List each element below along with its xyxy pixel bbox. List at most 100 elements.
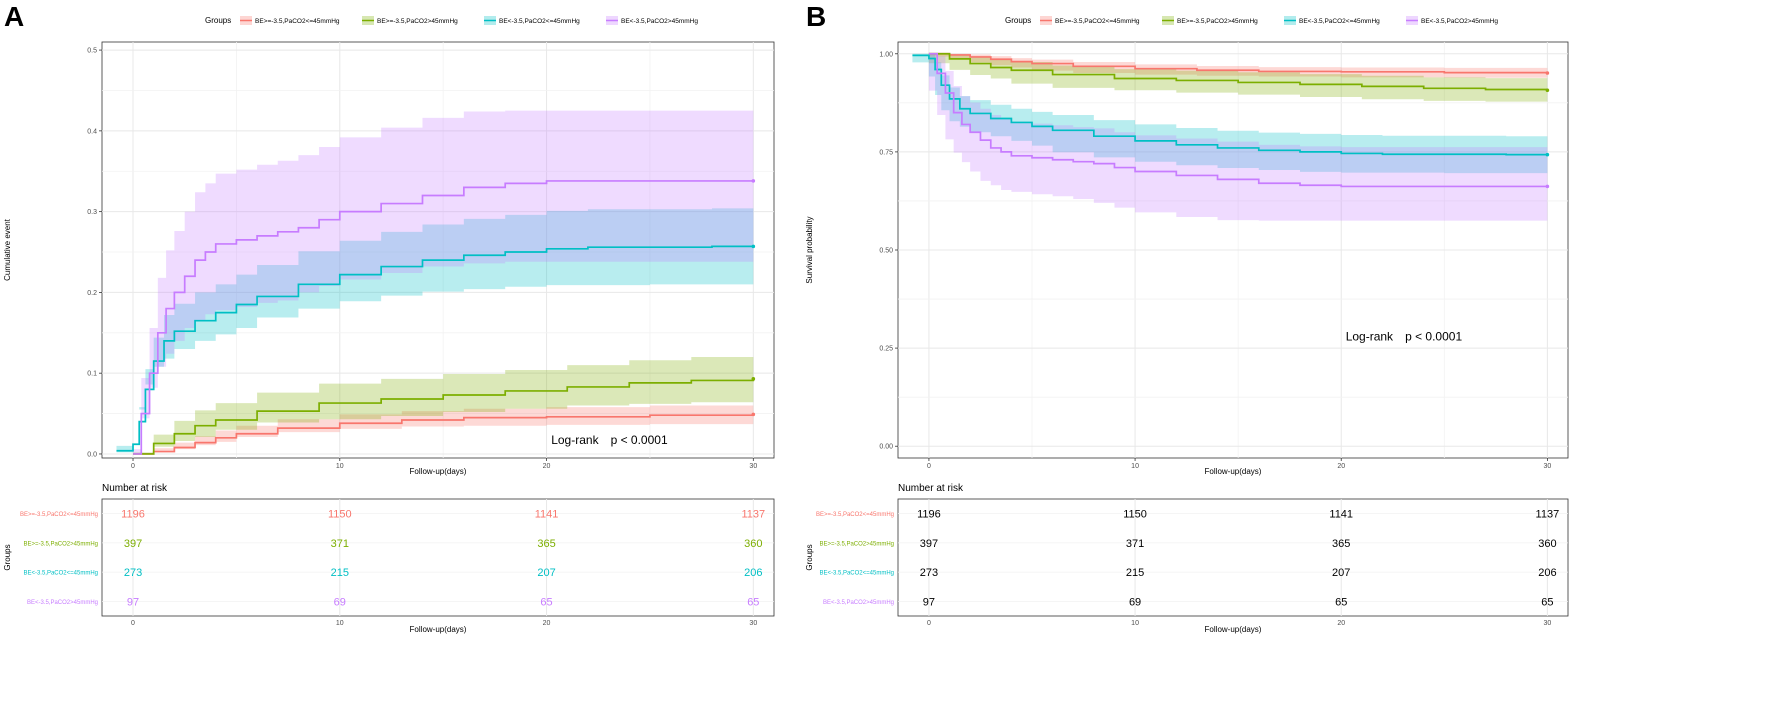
x-tick-label: 30 [749, 463, 757, 470]
legend-label: BE<-3.5,PaCO2<=45mmHg [1299, 18, 1380, 25]
curve-end-point-2 [751, 377, 756, 381]
x-tick-label: 0 [927, 463, 931, 470]
risk-row-label: BE>=-3.5,PaCO2>45mmHg [23, 541, 98, 547]
risk-count: 207 [537, 567, 555, 579]
confidence-band-4 [133, 110, 754, 454]
risk-count: 371 [331, 538, 349, 550]
risk-count: 65 [1335, 596, 1347, 608]
risk-table-panel-b: Number at risk 0 10 20 30 BE>=-3.5,PaCO2<=45m… [805, 483, 1569, 634]
logrank-pvalue: p < 0.0001 [611, 433, 668, 447]
y-tick-label: 1.00 [879, 51, 893, 58]
risk-x-tick-label: 0 [131, 620, 135, 627]
risk-row-label: BE<-3.5,PaCO2<=45mmHg [23, 571, 98, 577]
curve-series-4 [928, 52, 1548, 188]
curve-series-2 [133, 378, 755, 455]
y-tick-label: 0.0 [87, 451, 97, 458]
plot-frame [101, 41, 775, 459]
logrank-pvalue: p < 0.0001 [1405, 329, 1462, 343]
risk-count: 69 [334, 596, 346, 608]
risk-count: 65 [540, 596, 552, 608]
risk-x-axis-title: Follow-up(days) [1205, 625, 1262, 634]
curve-end-point-4 [751, 179, 756, 183]
legend-label: BE>=-3.5,PaCO2>45mmHg [377, 18, 458, 25]
risk-x-tick-label: 30 [1543, 620, 1551, 627]
confidence-band-3 [116, 208, 754, 454]
risk-x-tick-label: 30 [749, 620, 757, 627]
panel-letter-a: A [4, 1, 24, 32]
cumulative-event-plot: 0 10 20 30 0.0 0.1 0.2 0.3 0.4 0.5 Follow-up(days)… [3, 41, 775, 476]
x-tick-label: 10 [1131, 463, 1139, 470]
risk-table-frame [101, 498, 775, 617]
curve-series-2 [928, 52, 1549, 91]
risk-count: 97 [923, 596, 935, 608]
risk-count: 360 [1538, 538, 1556, 550]
risk-row-label: BE>=-3.5,PaCO2<=45mmHg [20, 512, 98, 518]
risk-row-label: BE<-3.5,PaCO2>45mmHg [27, 600, 98, 606]
confidence-band-4 [928, 53, 1548, 221]
curve-end-point-4 [1545, 184, 1550, 189]
risk-count: 273 [124, 567, 142, 579]
risk-count: 1150 [1123, 509, 1147, 521]
logrank-label: Log-rank [551, 433, 599, 447]
confidence-band-2 [133, 355, 754, 454]
risk-count: 1150 [328, 509, 352, 521]
risk-x-tick-label: 20 [543, 620, 551, 627]
x-axis-title: Follow-up(days) [410, 467, 467, 476]
risk-x-tick-label: 10 [336, 620, 344, 627]
risk-count: 215 [331, 567, 349, 579]
risk-count: 365 [1332, 538, 1350, 550]
risk-count: 360 [744, 538, 762, 550]
curve-series-1 [928, 52, 1549, 74]
risk-table-title: Number at risk [102, 483, 168, 494]
y-tick-label: 0.75 [879, 149, 893, 156]
curve-end-point-2 [1545, 88, 1550, 93]
x-tick-label: 20 [1337, 463, 1345, 470]
y-tick-label: 0.5 [87, 48, 97, 55]
curve-end-point-3 [1545, 152, 1550, 157]
risk-table-panel-a: Number at risk 0 10 20 30 BE>=-3.5,PaCO2<=45m… [3, 483, 775, 634]
risk-x-tick-label: 10 [1131, 620, 1139, 627]
risk-count: 206 [744, 567, 762, 579]
legend-title: Groups [1005, 16, 1031, 25]
legend-label: BE>=-3.5,PaCO2>45mmHg [1177, 18, 1258, 25]
risk-table-frame [897, 498, 1569, 617]
x-axis-title: Follow-up(days) [1205, 467, 1262, 476]
risk-count: 397 [124, 538, 142, 550]
curve-end-point-3 [751, 244, 756, 249]
legend-label: BE<-3.5,PaCO2>45mmHg [1421, 18, 1498, 25]
legend-panel-a: Groups BE>=-3.5,PaCO2<=45mmHg BE>=-3.5,PaC… [205, 16, 698, 25]
risk-count: 207 [1332, 567, 1350, 579]
risk-count: 97 [127, 596, 139, 608]
risk-count: 215 [1126, 567, 1144, 579]
risk-row-label: BE>=-3.5,PaCO2>45mmHg [819, 541, 894, 547]
risk-count: 1196 [917, 509, 941, 521]
risk-count: 1141 [1329, 509, 1353, 521]
risk-count: 1196 [121, 509, 145, 521]
risk-y-axis-title: Groups [805, 544, 814, 570]
curve-end-point-1 [751, 412, 756, 417]
y-tick-label: 0.2 [87, 290, 97, 297]
legend-label: BE>=-3.5,PaCO2<=45mmHg [255, 18, 340, 25]
legend-label: BE>=-3.5,PaCO2<=45mmHg [1055, 18, 1140, 25]
legend-title: Groups [205, 16, 231, 25]
risk-count: 371 [1126, 538, 1144, 550]
risk-row-label: BE<-3.5,PaCO2<=45mmHg [819, 571, 894, 577]
curve-series-3 [116, 245, 754, 452]
risk-count: 1137 [741, 509, 765, 521]
curve-series-3 [912, 54, 1548, 156]
risk-count: 69 [1129, 596, 1141, 608]
y-tick-label: 0.50 [879, 248, 893, 255]
risk-row-label: BE>=-3.5,PaCO2<=45mmHg [816, 512, 894, 518]
risk-count: 206 [1538, 567, 1556, 579]
risk-row-label: BE<-3.5,PaCO2>45mmHg [823, 600, 894, 606]
confidence-band-3 [912, 53, 1548, 174]
survival-probability-plot: 0 10 20 30 0.00 0.25 0.50 0.75 1.00 Follow-up(day… [805, 41, 1569, 476]
risk-count: 397 [920, 538, 938, 550]
y-axis-title: Survival probability [805, 216, 814, 283]
logrank-label: Log-rank [1346, 329, 1394, 343]
x-tick-label: 20 [543, 463, 551, 470]
curve-series-4 [133, 180, 754, 455]
y-tick-label: 0.4 [87, 128, 97, 135]
curve-series-1 [133, 414, 755, 455]
